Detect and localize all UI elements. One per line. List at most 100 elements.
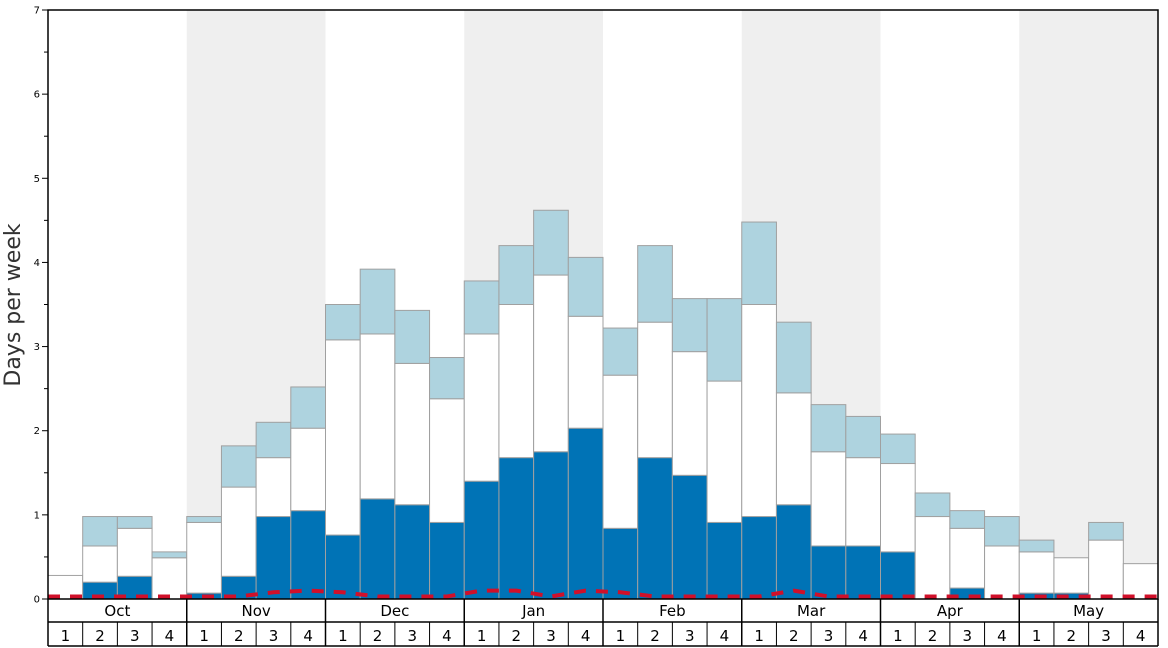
bars [47, 209, 1159, 600]
bar-light-12 [463, 280, 500, 335]
y-tick-label-1: 1 [34, 510, 40, 521]
bar-light-2 [116, 516, 153, 529]
bar-light-28 [1018, 539, 1055, 553]
bar-white-12 [463, 333, 500, 482]
week-label: 4 [442, 627, 452, 645]
bar-light-27 [984, 516, 1020, 547]
bar-light-1 [82, 516, 118, 547]
bar-white-5 [220, 486, 257, 577]
y-tick-label-5: 5 [34, 174, 40, 185]
week-label: 3 [685, 627, 695, 645]
week-label: 1 [893, 627, 903, 645]
week-label: 3 [269, 627, 279, 645]
month-shade-may [1019, 10, 1158, 599]
bar-white-22 [810, 451, 847, 547]
bar-dark-23 [845, 545, 881, 600]
week-label: 2 [373, 627, 383, 645]
bar-light-30 [1088, 521, 1124, 541]
week-label: 3 [407, 627, 417, 645]
bar-light-18 [671, 298, 708, 353]
dashed-line-series [48, 588, 1158, 599]
bar-white-14 [533, 274, 569, 453]
week-label: 2 [512, 627, 522, 645]
week-label: 3 [824, 627, 834, 645]
y-tick-label-6: 6 [34, 90, 40, 101]
y-axis-label: Days per week [1, 223, 26, 386]
week-label: 2 [234, 627, 244, 645]
bar-light-20 [741, 221, 777, 305]
bar-white-10 [394, 362, 431, 506]
week-label: 1 [199, 627, 209, 645]
week-label: 3 [962, 627, 972, 645]
bar-white-21 [775, 392, 812, 506]
bar-dark-20 [741, 516, 777, 600]
bar-light-24 [880, 433, 916, 465]
bar-light-3 [151, 551, 188, 559]
week-label: 3 [1101, 627, 1111, 645]
bar-dark-22 [810, 545, 847, 600]
week-label: 3 [546, 627, 556, 645]
bar-dark-6 [255, 516, 292, 600]
bar-white-27 [984, 545, 1020, 600]
week-label: 4 [858, 627, 868, 645]
bar-white-28 [1018, 551, 1055, 594]
bar-light-15 [567, 256, 604, 317]
bar-dark-11 [429, 521, 465, 600]
month-label-may: May [1073, 602, 1104, 620]
y-tick-label-4: 4 [34, 258, 40, 269]
week-label: 1 [477, 627, 487, 645]
week-label: 4 [303, 627, 313, 645]
y-tick-label-0: 0 [34, 595, 40, 606]
bar-dark-21 [775, 504, 812, 600]
bar-dark-7 [290, 510, 326, 600]
bar-white-6 [255, 457, 292, 518]
bar-white-13 [498, 304, 535, 459]
bar-white-9 [359, 333, 396, 500]
bar-light-11 [429, 357, 465, 400]
bar-light-8 [325, 304, 361, 341]
bar-dark-14 [533, 451, 569, 600]
month-label-feb: Feb [659, 602, 686, 620]
bar-white-17 [637, 321, 673, 459]
bar-dark-15 [567, 427, 604, 600]
bar-white-23 [845, 457, 881, 547]
week-label: 2 [650, 627, 660, 645]
month-label-oct: Oct [104, 602, 130, 620]
bar-white-31 [1122, 563, 1159, 600]
bar-white-20 [741, 304, 777, 518]
bar-dark-24 [880, 551, 916, 600]
bar-dark-12 [463, 480, 500, 600]
bar-white-29 [1053, 557, 1090, 594]
bar-white-16 [602, 374, 639, 529]
bar-white-8 [325, 339, 361, 536]
bar-white-15 [567, 315, 604, 429]
dashed-line [48, 588, 1158, 599]
bar-dark-13 [498, 457, 535, 600]
bar-white-2 [116, 527, 153, 577]
week-label: 1 [338, 627, 348, 645]
week-label: 4 [165, 627, 175, 645]
bar-light-16 [602, 327, 639, 376]
week-label: 2 [1067, 627, 1077, 645]
bar-white-18 [671, 351, 708, 476]
y-tick-label-7: 7 [34, 6, 40, 17]
week-label: 1 [754, 627, 764, 645]
y-tick-label-2: 2 [34, 426, 40, 437]
bar-white-24 [880, 463, 916, 553]
week-label: 4 [1136, 627, 1146, 645]
bar-light-7 [290, 386, 326, 429]
bar-light-9 [359, 268, 396, 335]
bar-light-23 [845, 415, 881, 459]
bar-white-1 [82, 545, 118, 583]
bar-white-4 [186, 521, 222, 594]
bar-white-7 [290, 427, 326, 512]
week-label: 1 [61, 627, 71, 645]
week-label: 2 [789, 627, 799, 645]
week-label: 2 [95, 627, 105, 645]
month-label-mar: Mar [797, 602, 826, 620]
x-axis: Oct Nov Dec Jan Feb Mar Apr May 1 2 3 4 1 2 3 4 1 2 3 4 1 2 3 4… [47, 599, 1159, 647]
month-label-jan: Jan [521, 602, 545, 620]
week-label: 2 [928, 627, 938, 645]
week-label: 1 [616, 627, 626, 645]
bar-light-26 [949, 510, 986, 529]
